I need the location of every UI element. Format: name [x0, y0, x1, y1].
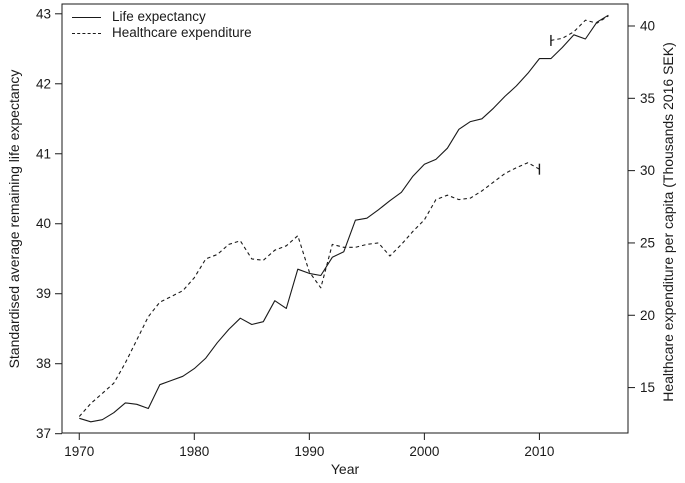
y-right-tick-label: 20 [640, 308, 655, 323]
y-left-tick-label: 40 [36, 216, 51, 231]
legend-entry-life-expectancy: Life expectancy [72, 9, 252, 25]
y-right-tick-label: 35 [640, 91, 655, 106]
x-axis-tick-label: 1990 [294, 444, 324, 459]
y-right-tick-label: 25 [640, 235, 655, 250]
solid-line-icon [72, 16, 101, 18]
y-axis-right-title: Healthcare expenditure per capita (Thous… [660, 42, 676, 402]
y-axis-left-title: Standardised average remaining life expe… [6, 69, 22, 369]
x-axis-tick-label: 1980 [179, 444, 209, 459]
x-axis-tick-label: 2000 [409, 444, 439, 459]
legend-label: Healthcare expenditure [112, 25, 252, 40]
healthcare-expenditure-line [78, 162, 540, 417]
x-axis-tick-label: 2010 [524, 444, 554, 459]
legend-label: Life expectancy [112, 9, 206, 24]
y-right-tick-label: 30 [640, 163, 655, 178]
plot-frame [61, 3, 629, 434]
x-axis-title: Year [330, 461, 360, 477]
legend-entry-healthcare-expenditure: Healthcare expenditure [72, 25, 252, 41]
y-left-tick-label: 41 [36, 146, 51, 161]
legend: Life expectancy Healthcare expenditure [72, 9, 252, 41]
y-left-tick-label: 39 [36, 286, 51, 301]
y-right-tick-label: 40 [640, 18, 655, 33]
x-axis-tick-label: 1970 [64, 444, 94, 459]
life-expectancy-line [79, 14, 609, 423]
y-left-tick-label: 37 [36, 426, 51, 441]
dashed-line-icon [72, 32, 101, 34]
healthcare-expenditure-line [550, 15, 609, 41]
y-left-tick-label: 42 [36, 76, 51, 91]
y-left-tick-label: 43 [36, 6, 51, 21]
y-left-tick-label: 38 [36, 356, 51, 371]
y-right-tick-label: 15 [640, 380, 655, 395]
